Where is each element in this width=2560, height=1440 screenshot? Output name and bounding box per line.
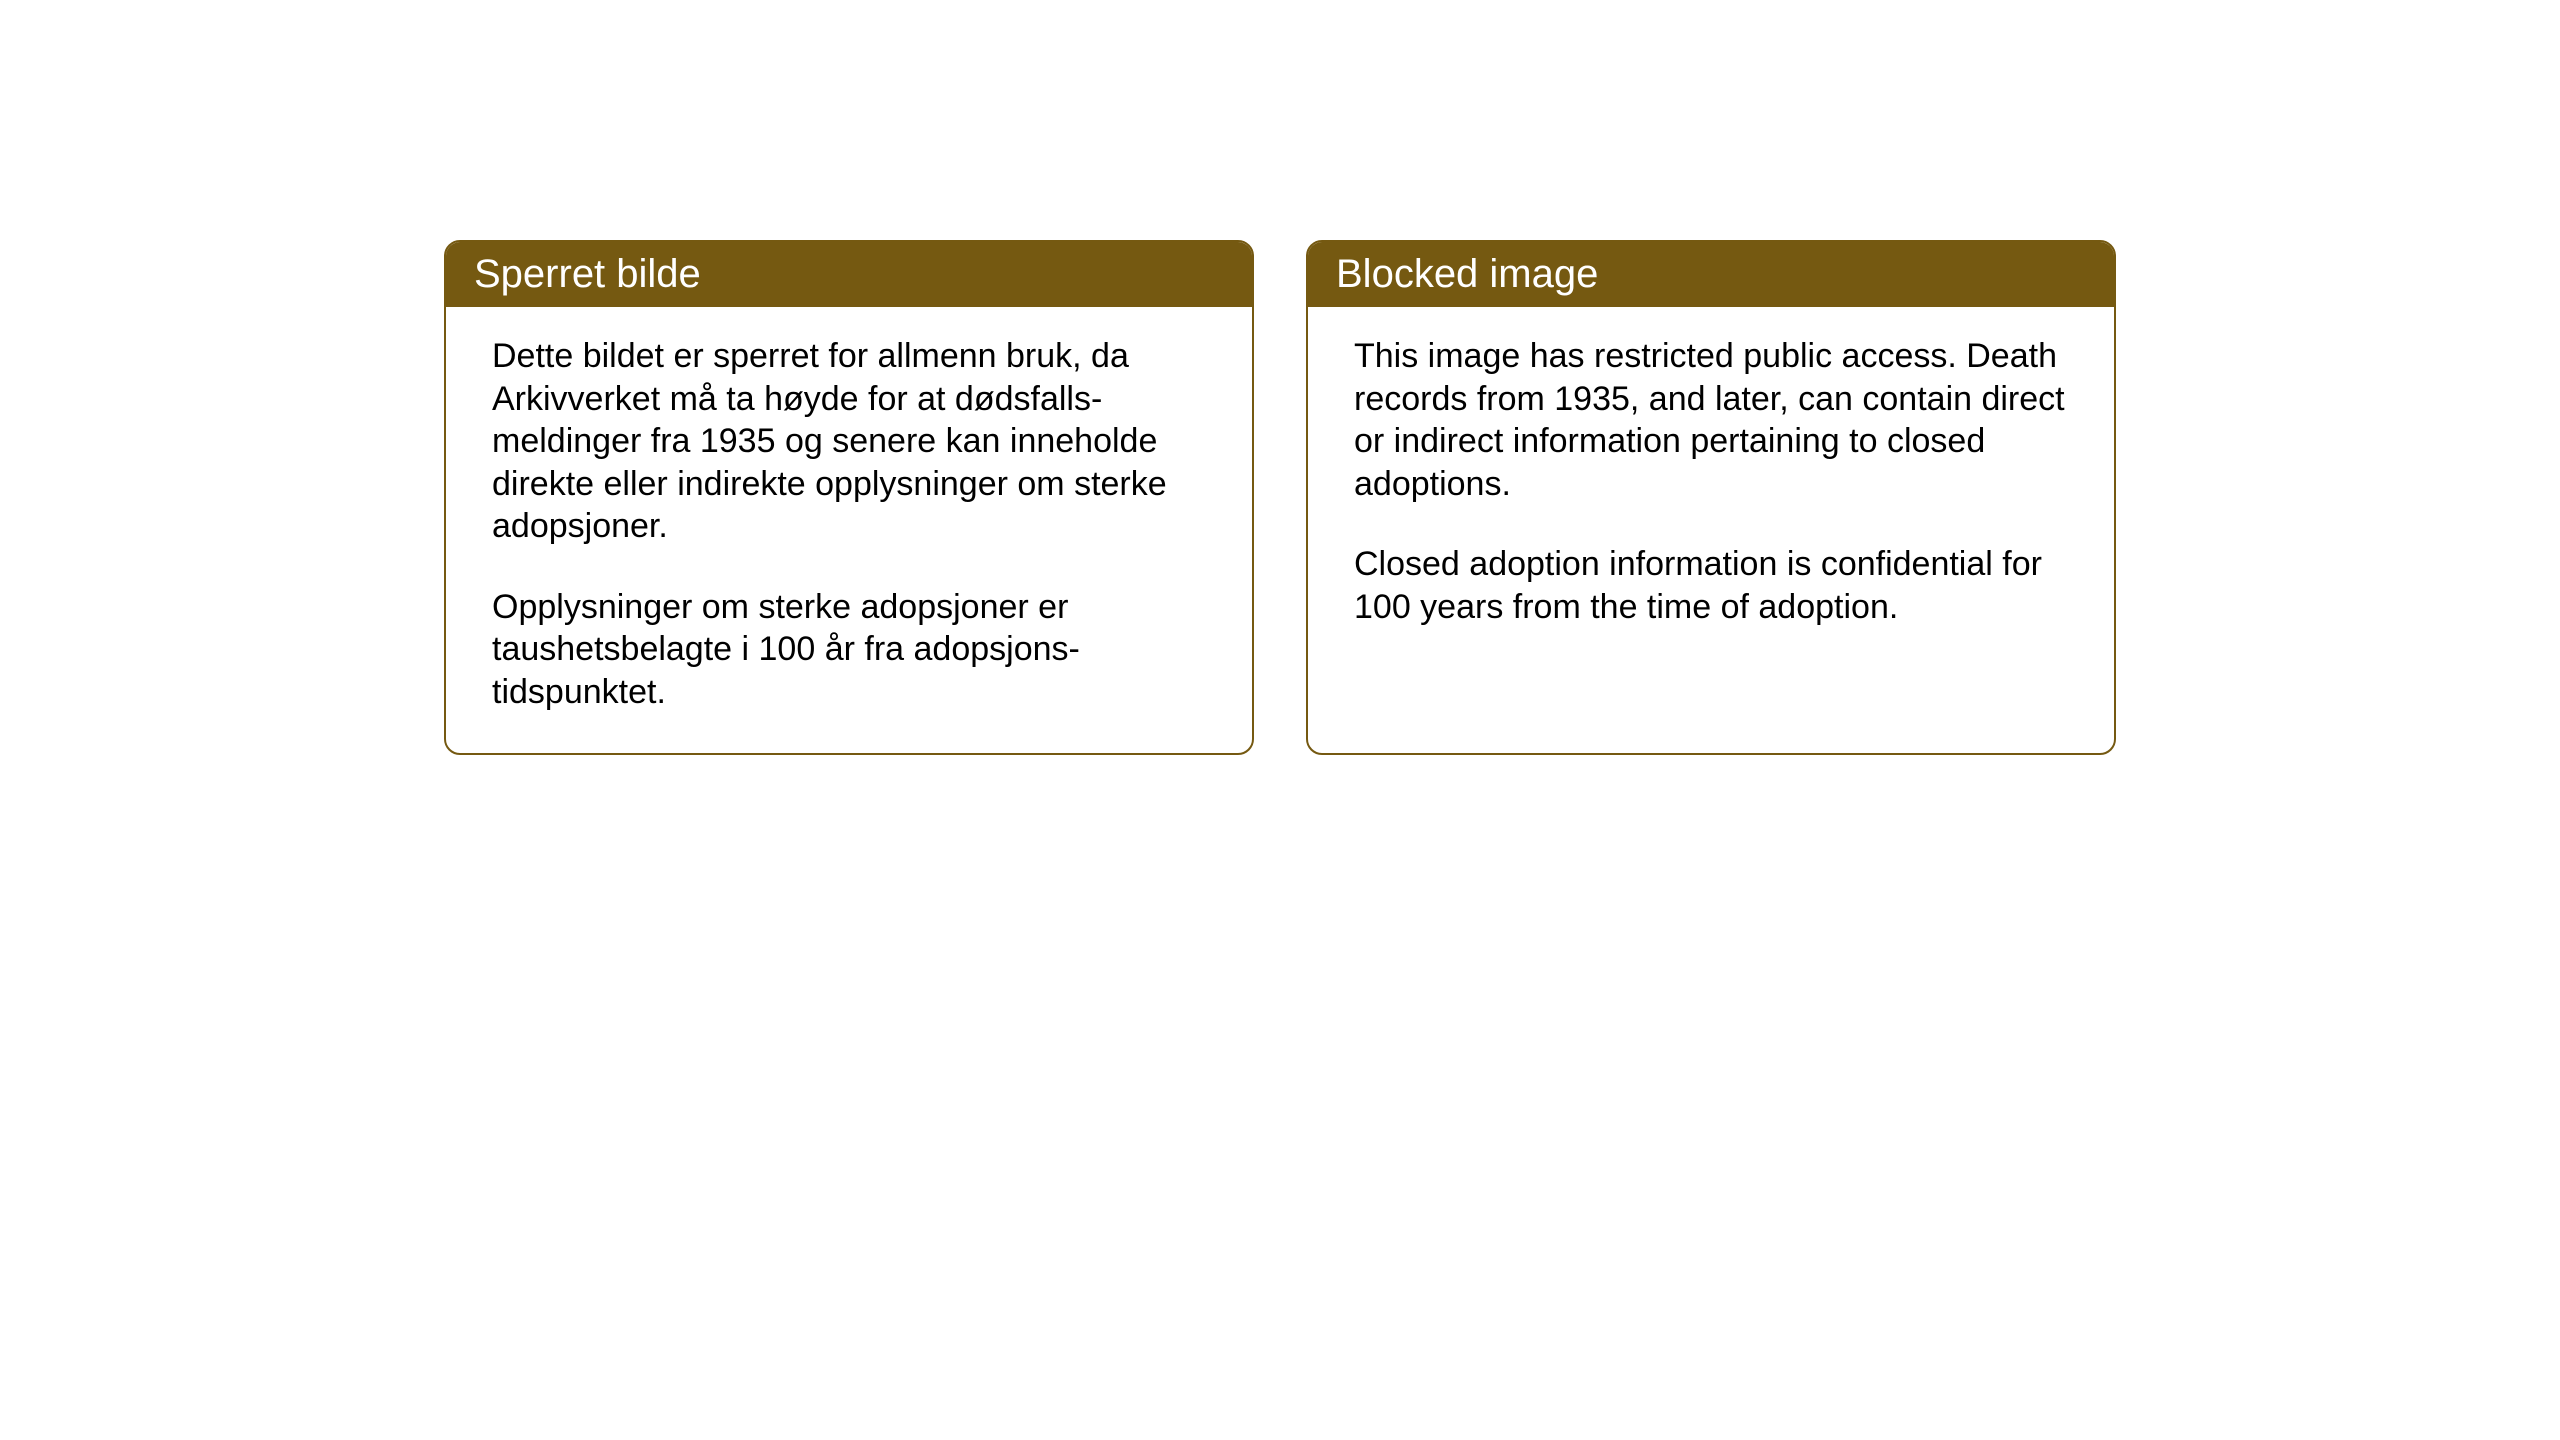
- notice-cards-container: Sperret bilde Dette bildet er sperret fo…: [444, 240, 2116, 755]
- card-title: Sperret bilde: [474, 252, 701, 296]
- card-body-english: This image has restricted public access.…: [1308, 307, 2114, 668]
- notice-card-english: Blocked image This image has restricted …: [1306, 240, 2116, 755]
- card-header-norwegian: Sperret bilde: [446, 242, 1252, 307]
- card-paragraph-2: Opplysninger om sterke adopsjoner er tau…: [492, 586, 1206, 714]
- card-paragraph-2: Closed adoption information is confident…: [1354, 543, 2068, 628]
- card-header-english: Blocked image: [1308, 242, 2114, 307]
- card-title: Blocked image: [1336, 252, 1598, 296]
- card-paragraph-1: Dette bildet er sperret for allmenn bruk…: [492, 335, 1206, 548]
- notice-card-norwegian: Sperret bilde Dette bildet er sperret fo…: [444, 240, 1254, 755]
- card-paragraph-1: This image has restricted public access.…: [1354, 335, 2068, 505]
- card-body-norwegian: Dette bildet er sperret for allmenn bruk…: [446, 307, 1252, 753]
